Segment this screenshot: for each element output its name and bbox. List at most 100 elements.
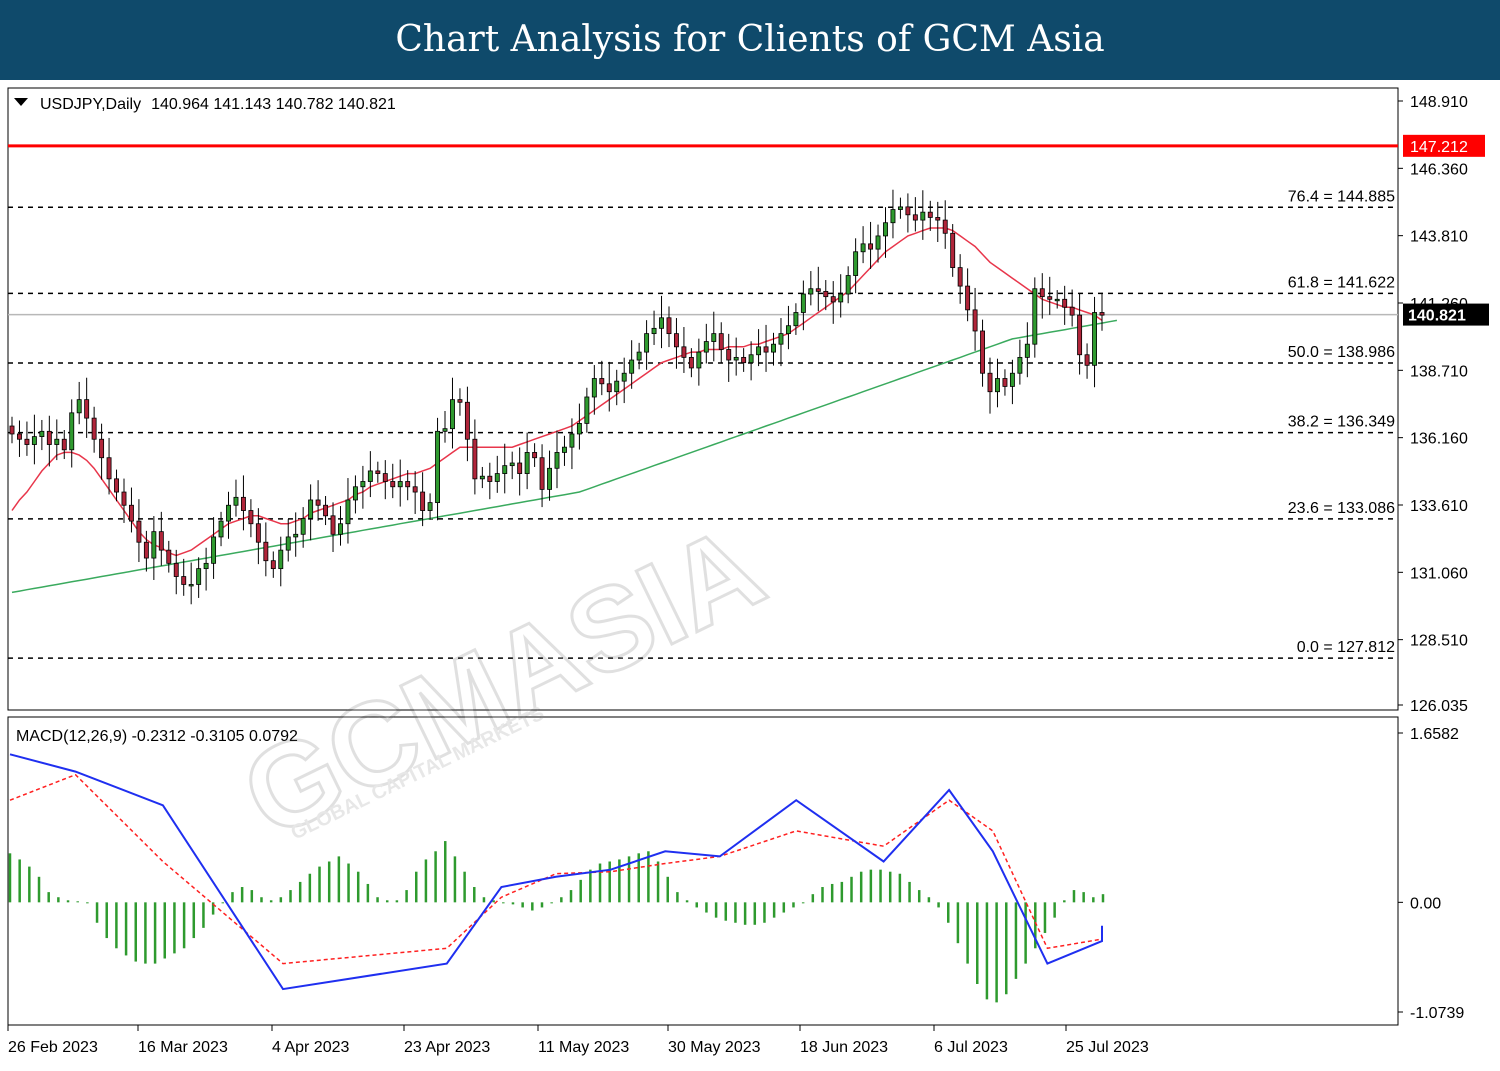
candle-body	[293, 533, 299, 538]
candle	[300, 507, 306, 548]
candle	[868, 221, 874, 269]
candle-body	[84, 399, 90, 419]
candle-body	[1092, 312, 1097, 366]
candle	[905, 193, 911, 233]
candle	[412, 471, 418, 514]
candle-body	[509, 462, 515, 467]
candle	[629, 340, 635, 389]
date-tick-label: 23 Apr 2023	[404, 1039, 490, 1056]
candle-body	[420, 491, 426, 511]
candle-body	[352, 486, 358, 501]
candle-body	[987, 372, 993, 393]
candle-body	[1054, 298, 1060, 302]
candle	[995, 358, 1000, 408]
candle-body	[367, 470, 373, 482]
candle	[517, 447, 523, 496]
candle	[218, 511, 224, 547]
macd-line	[9, 753, 1103, 991]
candle-body	[1009, 372, 1015, 387]
candle	[121, 478, 127, 523]
candle	[151, 516, 157, 580]
candle	[382, 460, 388, 500]
candle-body	[584, 396, 590, 424]
candle-body	[1032, 288, 1038, 345]
candle	[114, 469, 119, 502]
fib-label: 38.2 = 136.349	[1288, 414, 1395, 431]
candle-body	[733, 356, 739, 361]
candle-body	[248, 510, 254, 525]
candle	[957, 254, 963, 304]
candle	[457, 388, 463, 416]
fib-label: 50.0 = 138.986	[1288, 344, 1395, 361]
candle-body	[741, 356, 747, 364]
candle	[808, 271, 814, 306]
candle-body	[905, 206, 911, 216]
candle-body	[218, 520, 224, 538]
candle-body	[24, 438, 30, 445]
candle	[912, 197, 918, 232]
candle-body	[554, 452, 560, 469]
candle-body	[173, 562, 179, 577]
candle	[599, 360, 605, 396]
candle	[293, 512, 299, 557]
candle-body	[815, 288, 821, 292]
candle-body	[830, 296, 836, 303]
candle	[756, 329, 762, 367]
macd-tick-label: 0.00	[1410, 895, 1441, 912]
candle	[405, 470, 411, 501]
price-header: USDJPY,Daily 140.964 141.143 140.782 140.…	[40, 96, 396, 113]
candle	[285, 519, 291, 562]
current-price-tag	[1403, 303, 1489, 326]
candle	[1039, 273, 1045, 319]
candle-body	[860, 243, 866, 253]
candle	[226, 491, 231, 539]
candle	[800, 280, 806, 331]
candle	[17, 420, 22, 457]
candle	[345, 478, 351, 544]
candle	[726, 333, 732, 382]
candle	[1047, 276, 1053, 315]
candle-body	[1062, 298, 1068, 308]
candle	[375, 461, 381, 483]
candle-body	[1069, 306, 1075, 316]
candle	[427, 493, 433, 520]
candle	[263, 522, 269, 577]
candle	[584, 387, 590, 433]
candle	[196, 557, 202, 598]
candle-body	[897, 206, 903, 210]
candle	[24, 421, 30, 456]
candle-body	[375, 470, 381, 474]
candle-body	[502, 465, 508, 474]
candle-body	[263, 541, 269, 562]
date-tick-label: 6 Jul 2023	[934, 1039, 1008, 1056]
candle	[143, 530, 149, 572]
candle	[330, 502, 336, 552]
candle-body	[128, 504, 134, 522]
candle-body	[427, 502, 433, 511]
candle	[897, 197, 903, 219]
candle-body	[972, 309, 978, 332]
candle	[479, 466, 485, 489]
candle-body	[382, 473, 388, 482]
macd-tick-label: 1.6582	[1410, 726, 1459, 743]
fib-label: 76.4 = 144.885	[1288, 188, 1395, 205]
candle-body	[688, 356, 694, 369]
candle-body	[771, 343, 776, 353]
candle	[9, 416, 15, 444]
candle	[158, 511, 164, 566]
candle-body	[39, 430, 45, 437]
candle-body	[539, 457, 545, 490]
candle-body	[397, 481, 403, 488]
candle	[136, 499, 142, 563]
candle	[270, 551, 276, 578]
candle-body	[785, 325, 791, 335]
candle	[636, 342, 642, 370]
dropdown-triangle-icon[interactable]	[14, 98, 28, 106]
candle-body	[494, 473, 500, 482]
candle-body	[942, 219, 948, 234]
candle	[315, 480, 321, 521]
candle	[308, 484, 314, 541]
candle-body	[636, 351, 642, 361]
candle	[240, 475, 246, 531]
